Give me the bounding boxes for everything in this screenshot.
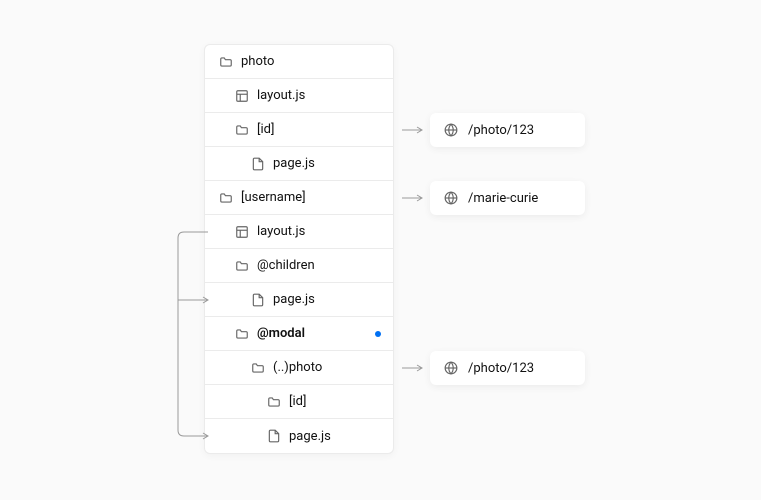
route-card: /photo/123: [430, 351, 585, 385]
route-label: /marie-curie: [468, 191, 538, 206]
globe-icon: [444, 191, 458, 205]
route-label: /photo/123: [468, 123, 534, 138]
route-card: /marie-curie: [430, 181, 585, 215]
route-label: /photo/123: [468, 361, 534, 376]
globe-icon: [444, 361, 458, 375]
globe-icon: [444, 123, 458, 137]
connectors: [0, 0, 761, 500]
route-card: /photo/123: [430, 113, 585, 147]
